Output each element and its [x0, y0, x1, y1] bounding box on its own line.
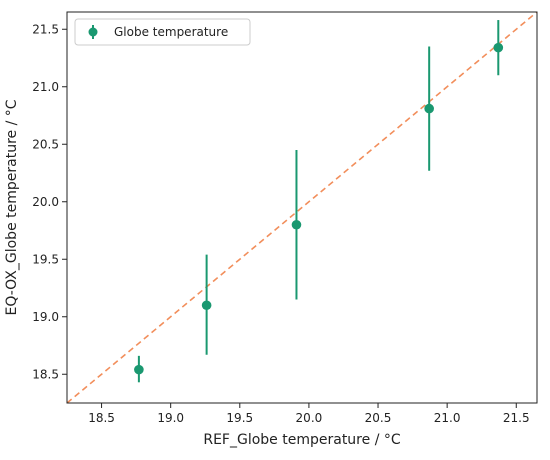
data-point — [201, 300, 212, 311]
data-point-group — [201, 254, 212, 355]
y-tick-label: 21.5 — [32, 22, 59, 36]
x-tick-label: 19.0 — [157, 411, 184, 425]
reference-line-layer — [67, 12, 537, 403]
data-point-group — [291, 150, 302, 300]
x-tick-label: 21.0 — [434, 411, 461, 425]
y-tick-label: 21.0 — [32, 80, 59, 94]
y-tick-label: 20.5 — [32, 137, 59, 151]
legend-box — [74, 18, 251, 46]
data-point — [424, 103, 434, 114]
y-tick-label: 18.5 — [32, 367, 59, 381]
data-point — [493, 42, 504, 53]
x-tick-label: 20.0 — [296, 411, 323, 425]
plot-frame — [66, 11, 538, 404]
reference-line — [67, 12, 537, 403]
legend: Globe temperature — [74, 18, 251, 46]
data-point-group — [134, 355, 144, 383]
x-tick-label: 19.5 — [226, 411, 253, 425]
legend-label: Globe temperature — [114, 25, 228, 39]
y-tick-label: 19.5 — [32, 252, 59, 266]
y-tick-label: 20.0 — [32, 195, 59, 209]
data-point-group — [493, 20, 504, 76]
data-layer — [134, 20, 504, 383]
data-point — [291, 219, 302, 230]
y-tick-label: 19.0 — [32, 310, 59, 324]
x-tick-label: 21.5 — [503, 411, 530, 425]
x-axis-label: REF_Globe temperature / °C — [203, 432, 400, 448]
y-axis-label: EQ-OX_Globe temperature / °C — [4, 99, 20, 315]
x-tick-label: 18.5 — [88, 411, 115, 425]
data-point-group — [424, 46, 434, 171]
ticks-layer: 18.5 19.0 19.5 20.0 20.5 21.0 21.5 18.5 19.0 19.5… — [32, 22, 529, 425]
x-tick-label: 20.5 — [365, 411, 392, 425]
data-point — [134, 364, 144, 375]
legend-marker — [88, 27, 98, 37]
